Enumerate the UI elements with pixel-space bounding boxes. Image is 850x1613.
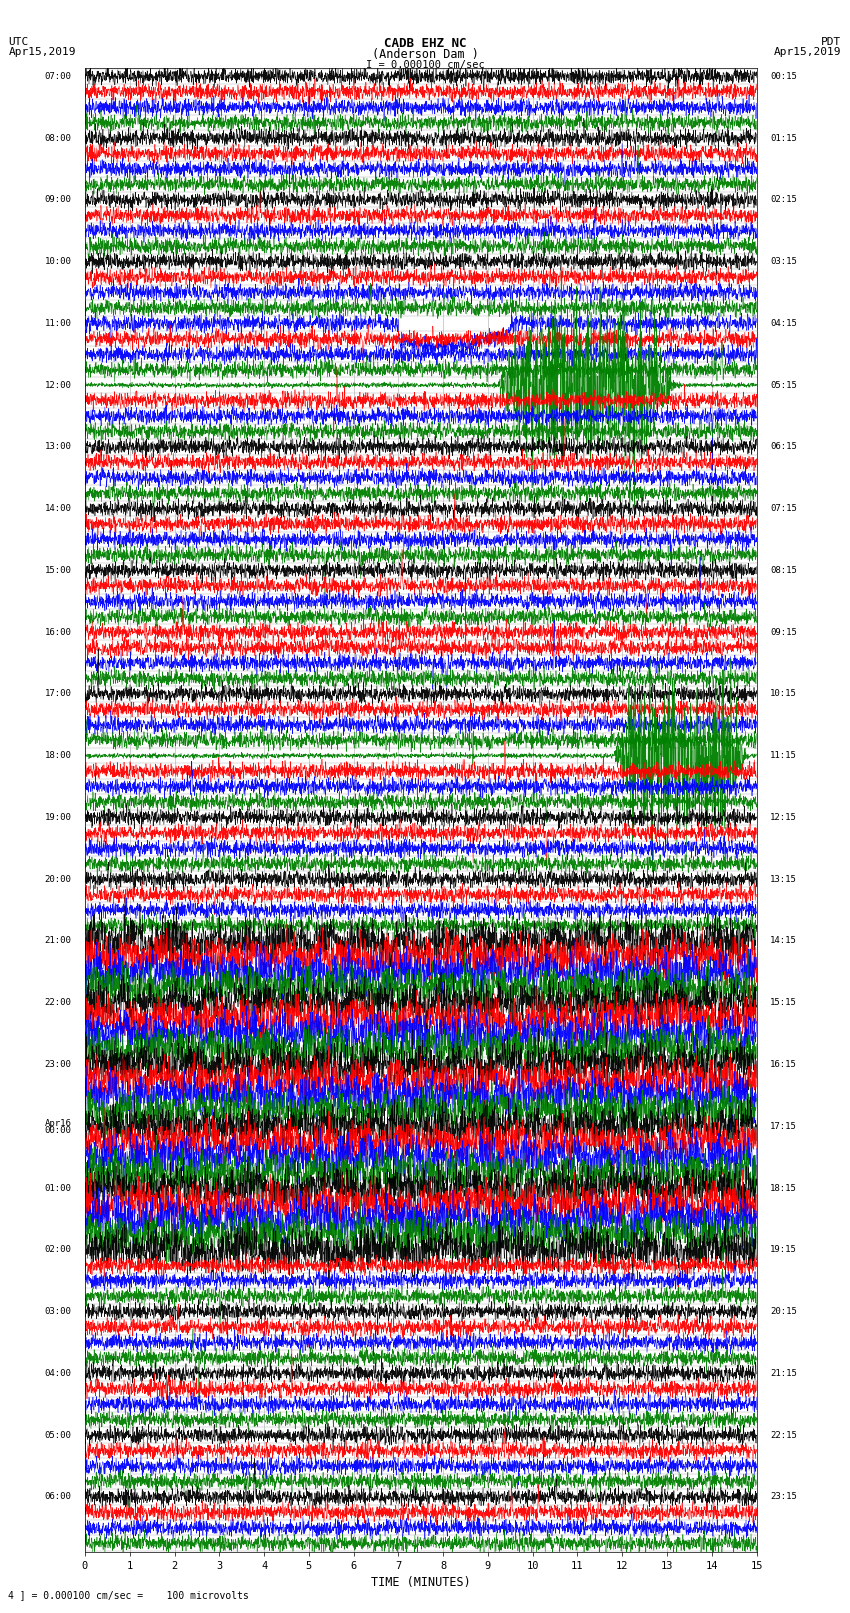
Text: 16:15: 16:15 xyxy=(770,1060,796,1069)
Text: 20:15: 20:15 xyxy=(770,1307,796,1316)
Text: Apr15,2019: Apr15,2019 xyxy=(8,47,76,56)
Text: 03:00: 03:00 xyxy=(45,1307,71,1316)
Text: 00:15: 00:15 xyxy=(770,71,796,81)
Text: 13:00: 13:00 xyxy=(45,442,71,452)
Text: Apr15,2019: Apr15,2019 xyxy=(774,47,842,56)
Text: 20:00: 20:00 xyxy=(45,874,71,884)
Text: I = 0.000100 cm/sec: I = 0.000100 cm/sec xyxy=(366,60,484,69)
Text: 12:00: 12:00 xyxy=(45,381,71,390)
Text: 09:15: 09:15 xyxy=(770,627,796,637)
Text: 10:00: 10:00 xyxy=(45,256,71,266)
Text: 11:15: 11:15 xyxy=(770,752,796,760)
Text: 23:00: 23:00 xyxy=(45,1060,71,1069)
Text: 18:15: 18:15 xyxy=(770,1184,796,1192)
Text: 08:00: 08:00 xyxy=(45,134,71,142)
Text: 06:00: 06:00 xyxy=(45,1492,71,1502)
Text: 07:15: 07:15 xyxy=(770,505,796,513)
Text: 09:00: 09:00 xyxy=(45,195,71,205)
Text: 15:00: 15:00 xyxy=(45,566,71,574)
Text: 01:15: 01:15 xyxy=(770,134,796,142)
Text: (Anderson Dam ): (Anderson Dam ) xyxy=(371,48,479,61)
Text: 01:00: 01:00 xyxy=(45,1184,71,1192)
Text: 4 ] = 0.000100 cm/sec =    100 microvolts: 4 ] = 0.000100 cm/sec = 100 microvolts xyxy=(8,1590,249,1600)
Text: 04:15: 04:15 xyxy=(770,319,796,327)
Text: 08:15: 08:15 xyxy=(770,566,796,574)
Text: 23:15: 23:15 xyxy=(770,1492,796,1502)
Text: 05:00: 05:00 xyxy=(45,1431,71,1440)
Text: 19:15: 19:15 xyxy=(770,1245,796,1255)
Text: 06:15: 06:15 xyxy=(770,442,796,452)
Text: 13:15: 13:15 xyxy=(770,874,796,884)
Text: 22:15: 22:15 xyxy=(770,1431,796,1440)
Text: 10:15: 10:15 xyxy=(770,689,796,698)
Text: 14:00: 14:00 xyxy=(45,505,71,513)
Text: 12:15: 12:15 xyxy=(770,813,796,823)
Text: 11:00: 11:00 xyxy=(45,319,71,327)
Text: Apr16: Apr16 xyxy=(45,1119,71,1129)
Text: CADB EHZ NC: CADB EHZ NC xyxy=(383,37,467,50)
Text: 17:15: 17:15 xyxy=(770,1121,796,1131)
Text: 00:00: 00:00 xyxy=(45,1126,71,1134)
Text: 16:00: 16:00 xyxy=(45,627,71,637)
Text: 18:00: 18:00 xyxy=(45,752,71,760)
Text: 22:00: 22:00 xyxy=(45,998,71,1007)
Text: 02:15: 02:15 xyxy=(770,195,796,205)
Text: 21:00: 21:00 xyxy=(45,937,71,945)
Text: 04:00: 04:00 xyxy=(45,1369,71,1378)
Text: 02:00: 02:00 xyxy=(45,1245,71,1255)
X-axis label: TIME (MINUTES): TIME (MINUTES) xyxy=(371,1576,471,1589)
Text: 07:00: 07:00 xyxy=(45,71,71,81)
Text: 05:15: 05:15 xyxy=(770,381,796,390)
Text: 14:15: 14:15 xyxy=(770,937,796,945)
Text: 21:15: 21:15 xyxy=(770,1369,796,1378)
Text: 19:00: 19:00 xyxy=(45,813,71,823)
Text: PDT: PDT xyxy=(821,37,842,47)
Text: UTC: UTC xyxy=(8,37,29,47)
Text: 03:15: 03:15 xyxy=(770,256,796,266)
Text: 15:15: 15:15 xyxy=(770,998,796,1007)
Text: 17:00: 17:00 xyxy=(45,689,71,698)
